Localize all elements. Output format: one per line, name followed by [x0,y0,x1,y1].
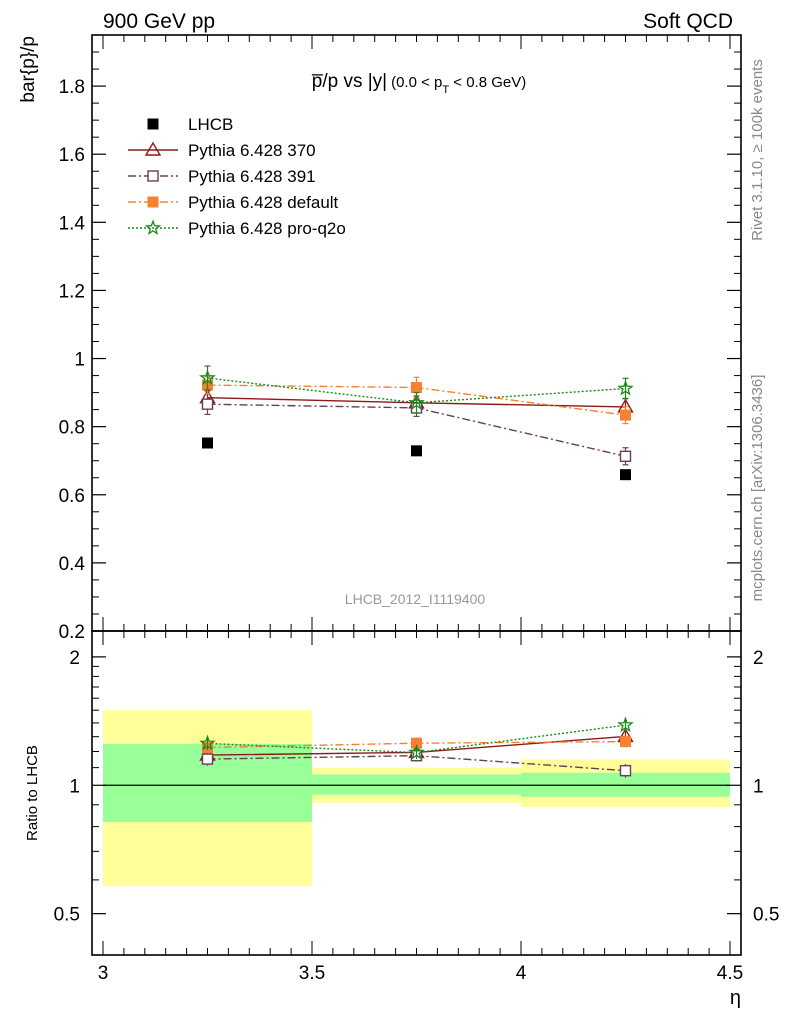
main-y-tick-label: 1 [74,350,85,371]
main-data-point [411,445,422,457]
ratio-data-point [201,753,214,765]
rivet-version-label: Rivet 3.1.10, ≥ 100k events [749,59,766,241]
ratio-y-axis-label: Ratio to LHCB [24,745,41,841]
x-tick-label: 4 [516,963,527,984]
main-y-tick-label: 1.2 [59,281,85,302]
legend-marker [147,170,159,182]
title-cut-open: (0.0 < p [391,74,442,91]
ratio-data-point [619,764,632,777]
ratio-data-point [408,743,425,760]
header-right-label: Soft QCD [643,10,733,33]
legend-marker [147,118,159,130]
main-panel: 0.2 0.4 0.6 0.8 1 1.2 1.4 1.6 1.8 bar{p}/p p̅/p … [18,34,742,643]
main-data-point [620,409,631,421]
main-data-point [199,369,216,386]
ratio-y-tick-label: 2 [69,648,80,669]
legend-entry: Pythia 6.428 391 [128,167,316,186]
title-main: p̅/p vs |y| [311,71,387,92]
main-y-axis-label: bar{p}/p [18,36,39,103]
main-data-point [408,394,425,410]
header-left-label: 900 GeV pp [103,10,215,33]
x-tick-label: 3.5 [299,963,325,984]
legend-label: Pythia 6.428 370 [188,141,316,160]
ratio-data-point [199,734,216,751]
mcplots-label: mcplots.cern.ch [arXiv:1306.3436] [749,375,766,602]
main-data-point [411,381,422,393]
x-tick-label: 4.5 [717,963,743,984]
main-y-tick-label: 0.4 [59,554,86,575]
ratio-y-tick-label-right: 0.5 [753,905,779,926]
main-data-point [620,469,631,481]
ratio-panel: 0.5 0.5 1 1 2 2 3 3.5 4 4.5 Ratio to LHCB η [24,630,779,1009]
legend-marker [144,141,162,156]
main-y-tick-label: 1.6 [59,145,85,166]
ratio-y-tick-label-right: 1 [753,776,764,797]
ratio-y-tick-label-right: 2 [753,648,764,669]
x-axis-label: η [730,987,741,1009]
ratio-y-tick-label: 1 [69,776,80,797]
legend-entry: LHCB [147,115,233,134]
legend-entry: Pythia 6.428 default [128,193,339,212]
main-title: p̅/p vs |y| (0.0 < pT < 0.8 GeV) [311,71,526,96]
legend-label: Pythia 6.428 pro-q2o [188,219,346,238]
ratio-data-point [617,716,634,733]
main-data-point [617,379,634,396]
main-data-point [202,437,213,449]
main-y-tick-label: 0.8 [59,418,85,439]
analysis-watermark: LHCB_2012_I1119400 [345,591,486,607]
main-y-tick-label: 0.6 [59,486,85,507]
legend-label: LHCB [188,115,233,134]
main-y-tick-label: 0.2 [59,622,85,643]
main-data-point [619,450,632,462]
ratio-y-tick-label: 0.5 [54,905,80,926]
legend-entry: Pythia 6.428 370 [128,141,316,160]
main-y-tick-label: 1.8 [59,77,85,98]
legend-label: Pythia 6.428 default [188,193,339,212]
ratio-data-point [620,736,631,748]
main-y-tick-label: 1.4 [59,213,86,234]
main-data-point [201,398,214,410]
legend: LHCB Pythia 6.428 370 Pythia 6.428 391 Pyth… [128,115,346,238]
title-cut-close: < 0.8 GeV) [449,74,526,91]
x-tick-label: 3 [98,963,109,984]
title-cut-sub: T [442,84,449,96]
legend-marker [144,219,162,236]
legend-marker [147,196,159,208]
legend-label: Pythia 6.428 391 [188,167,316,186]
legend-entry: Pythia 6.428 pro-q2o [128,219,346,238]
